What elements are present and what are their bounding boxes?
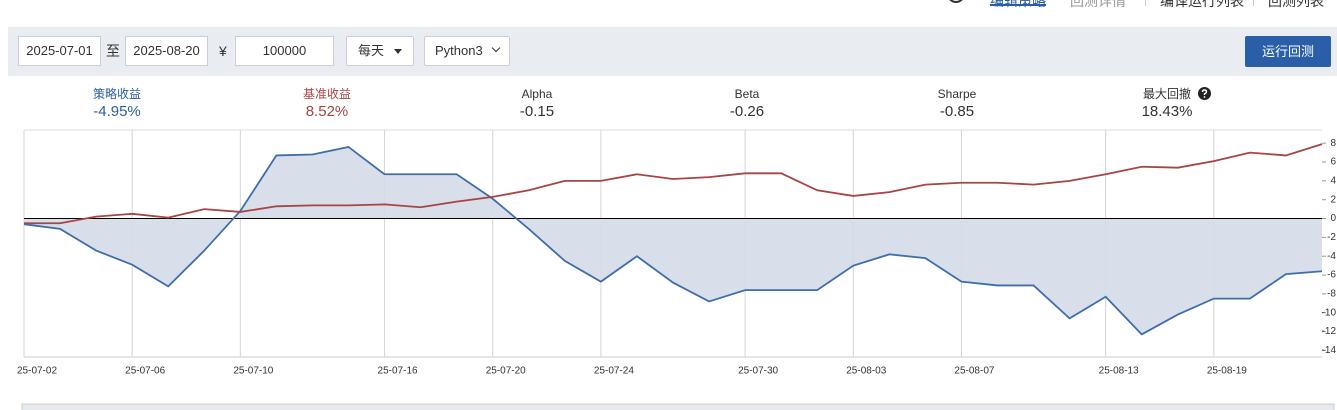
frequency-value: 每天 xyxy=(358,43,385,58)
stat-label: Beta xyxy=(734,87,760,101)
stat-value: -0.15 xyxy=(519,103,555,120)
language-value: Python3 xyxy=(435,43,483,58)
stat-label: 基准收益 xyxy=(302,87,351,101)
toolbar: 2025-07-01 至 2025-08-20 ¥ 100000 每天 Pyth… xyxy=(8,27,1337,76)
x-tick-label: 25-07-02 xyxy=(17,366,57,377)
stat-label: 最大回撤 xyxy=(1142,87,1191,101)
clock-icon xyxy=(949,0,963,3)
x-tick-label: 25-08-19 xyxy=(1207,366,1247,377)
x-tick-label: 25-08-13 xyxy=(1099,366,1139,377)
x-tick-label: 25-08-07 xyxy=(954,366,994,377)
tab-underline xyxy=(990,4,1046,6)
y-tick-label: -4 xyxy=(1327,251,1336,262)
line xyxy=(24,143,1323,225)
tab[interactable]: 编译运行列表 xyxy=(1160,0,1244,9)
tab[interactable]: 回测列表 xyxy=(1268,0,1324,9)
stat-value: -4.95% xyxy=(93,103,141,120)
end-date[interactable]: 2025-08-20 xyxy=(125,36,208,66)
x-tick-label: 25-08-03 xyxy=(846,366,886,377)
to-label: 至 xyxy=(106,43,120,59)
stat: 基准收益 8.52% xyxy=(247,86,407,122)
stat-value: -0.26 xyxy=(729,103,765,120)
scrollbar[interactable] xyxy=(21,403,1335,410)
tab[interactable]: 回测详情 xyxy=(1070,0,1126,9)
stat: Alpha -0.15 xyxy=(457,86,617,122)
stat-label: Sharpe xyxy=(937,87,977,101)
x-tick-label: 25-07-16 xyxy=(378,366,418,377)
y-tick-label: -10 xyxy=(1322,307,1337,318)
line xyxy=(23,145,1323,336)
y-tick-label: 4 xyxy=(1330,176,1336,187)
stat-label: 策略收益 xyxy=(92,87,141,101)
y-tick-label: 0 xyxy=(1330,213,1336,224)
y-tick-label: 6 xyxy=(1330,157,1336,168)
capital-input[interactable]: 100000 xyxy=(235,36,334,66)
area xyxy=(24,146,1322,335)
stat-label: Alpha xyxy=(521,87,553,101)
x-tick-label: 25-07-30 xyxy=(738,366,778,377)
currency-label: ¥ xyxy=(219,43,227,59)
y-tick-label: -8 xyxy=(1327,289,1336,300)
tab-separator xyxy=(1253,0,1254,6)
language-select[interactable]: Python3 xyxy=(424,36,510,66)
y-tick-label: -12 xyxy=(1322,326,1337,337)
x-tick-label: 25-07-20 xyxy=(486,366,526,377)
x-tick-label: 25-07-24 xyxy=(594,366,634,377)
stat-value: 8.52% xyxy=(305,103,349,120)
stat-value: -0.85 xyxy=(939,103,975,120)
x-tick-label: 25-07-06 xyxy=(125,366,165,377)
y-tick-label: 8 xyxy=(1330,138,1336,149)
run-button[interactable]: 运行回测 xyxy=(1245,36,1331,67)
stat: 最大回撤 18.43% xyxy=(1087,86,1247,122)
frequency-select[interactable]: 每天 xyxy=(346,36,414,66)
stat: Sharpe -0.85 xyxy=(877,86,1037,122)
tab-separator xyxy=(1145,0,1146,6)
y-tick-label: 2 xyxy=(1330,194,1336,205)
y-tick-label: -2 xyxy=(1327,232,1336,243)
y-tick-label: -14 xyxy=(1322,345,1337,356)
stat: Beta -0.26 xyxy=(667,86,827,122)
x-tick-label: 25-07-10 xyxy=(233,366,273,377)
stat: 策略收益 -4.95% xyxy=(37,86,197,122)
stat-value: 18.43% xyxy=(1141,103,1193,120)
caret xyxy=(394,49,402,58)
help-icon[interactable] xyxy=(1198,87,1211,100)
start-date[interactable]: 2025-07-01 xyxy=(18,36,101,66)
y-tick-label: -6 xyxy=(1327,270,1336,281)
